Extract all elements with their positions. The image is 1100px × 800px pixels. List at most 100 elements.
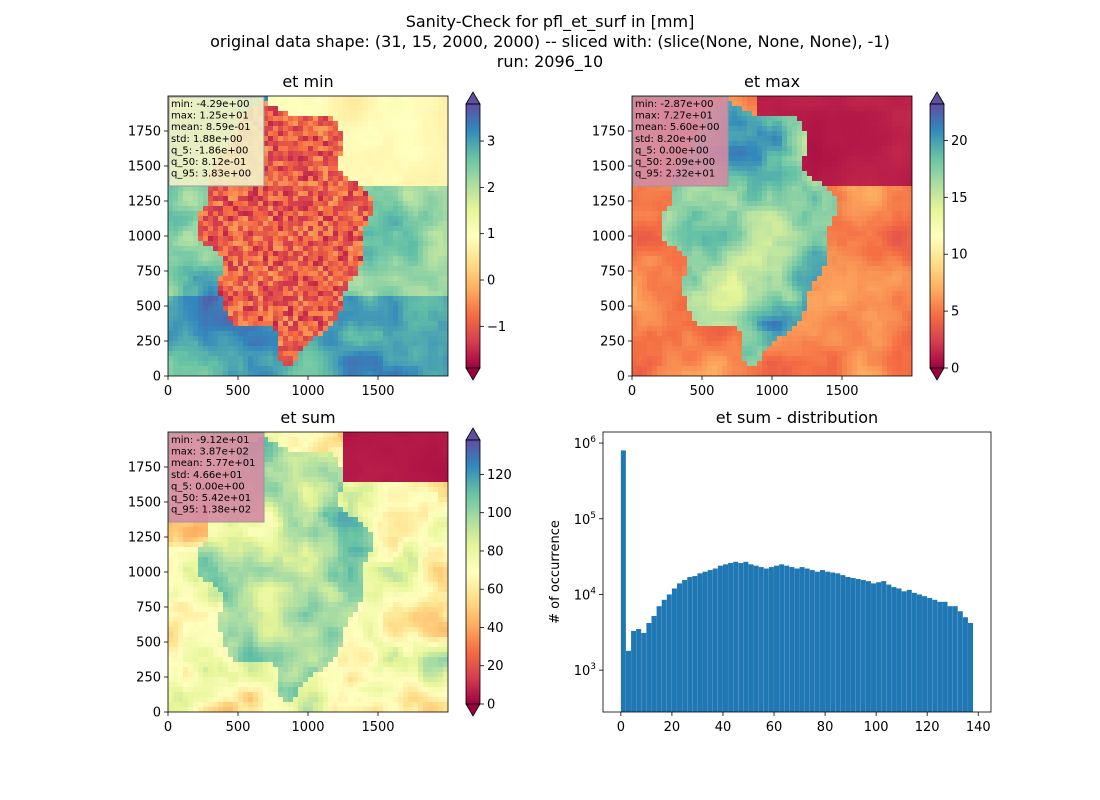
- colorbar-tick-label-1-1: 0: [487, 274, 495, 289]
- y-tick-label-1-5: 1250: [128, 195, 161, 210]
- y-tick-label-3-0: 0: [153, 706, 161, 721]
- histogram-bar-7: [656, 606, 662, 712]
- colorbar-bottom-arrow-2: [929, 367, 945, 381]
- histogram-bar-2: [631, 630, 637, 712]
- stats-line-2-1: max: 7.27e+01: [635, 111, 713, 122]
- stats-box-3: [168, 432, 265, 523]
- y-tick-label-3-5: 1250: [128, 531, 161, 546]
- histogram-bar-47: [860, 580, 866, 712]
- panel-title-2: et max: [744, 72, 800, 91]
- histogram-bar-21: [728, 563, 734, 712]
- colorbar-3: [466, 440, 480, 704]
- histogram-bar-35: [799, 567, 805, 712]
- histogram-bar-55: [901, 591, 907, 712]
- stats-line-2-6: q_95: 2.32e+01: [635, 169, 715, 180]
- histogram-bar-17: [707, 570, 713, 712]
- histogram-bar-24: [743, 561, 749, 712]
- histogram-bar-56: [906, 589, 912, 712]
- histogram-bar-23: [738, 563, 744, 712]
- stats-line-2-2: mean: 5.60e+00: [635, 122, 719, 133]
- y-tick-label-3-3: 750: [136, 601, 161, 616]
- histogram-bar-65: [952, 606, 958, 712]
- colorbar-tick-label-3-0: 0: [487, 698, 495, 713]
- histogram-bar-27: [758, 567, 764, 712]
- histogram-bar-58: [916, 594, 922, 712]
- colorbar-tick-label-1-4: 3: [487, 135, 495, 150]
- colorbar-top-arrow-3: [465, 427, 481, 441]
- x-tick-label-2-3: 1500: [825, 384, 858, 399]
- colorbar-tick-label-1-2: 1: [487, 227, 495, 242]
- histogram-bar-51: [881, 581, 887, 712]
- colorbar-2: [930, 104, 944, 368]
- histogram-bar-28: [763, 568, 769, 712]
- stats-line-3-6: q_95: 1.38e+02: [171, 505, 251, 516]
- colorbar-top-arrow-2: [929, 91, 945, 105]
- x-tick-label-1-0: 0: [164, 384, 172, 399]
- histogram-bar-10: [671, 588, 677, 712]
- histogram-bar-59: [922, 596, 928, 712]
- stats-line-3-2: mean: 5.77e+01: [171, 458, 255, 469]
- x-tick-label-2-2: 1000: [755, 384, 788, 399]
- heatmap-image-2: [632, 96, 912, 376]
- histogram-bar-42: [835, 573, 841, 712]
- histogram-bar-20: [722, 564, 728, 712]
- colorbar-frame-3: [465, 439, 481, 705]
- histogram-bar-32: [784, 565, 790, 712]
- colorbar-tick-label-2-3: 15: [951, 191, 968, 206]
- hist-y-tick-label-2: 105: [574, 511, 596, 528]
- y-tick-label-2-2: 500: [600, 300, 625, 315]
- stats-line-3-5: q_50: 5.42e+01: [171, 493, 251, 504]
- x-tick-label-2-0: 0: [628, 384, 636, 399]
- histogram-bar-53: [891, 587, 897, 712]
- y-tick-label-1-3: 750: [136, 265, 161, 280]
- histogram-bar-44: [845, 577, 851, 712]
- histogram-bar-6: [651, 615, 657, 712]
- title-line-3: run: 2096_10: [496, 52, 604, 71]
- heatmap-image-3: [168, 432, 448, 712]
- y-tick-label-1-1: 250: [136, 335, 161, 350]
- histogram-bar-63: [942, 601, 948, 712]
- histogram-bar-9: [666, 594, 672, 712]
- hist-y-tick-label-1: 104: [574, 586, 597, 603]
- histogram-bar-15: [697, 573, 703, 712]
- histogram-bar-5: [646, 622, 652, 712]
- y-tick-label-2-4: 1000: [592, 230, 625, 245]
- histogram-bar-16: [702, 571, 708, 712]
- histogram-bar-39: [819, 570, 825, 712]
- colorbar-tick-label-3-2: 40: [487, 621, 504, 636]
- y-tick-label-3-6: 1500: [128, 496, 161, 511]
- stats-line-3-4: q_5: 0.00e+00: [171, 481, 245, 492]
- y-tick-label-2-6: 1500: [592, 160, 625, 175]
- stats-line-1-6: q_95: 3.83e+00: [171, 169, 251, 180]
- y-tick-label-2-1: 250: [600, 335, 625, 350]
- histogram-bar-40: [825, 571, 831, 712]
- colorbar-tick-label-3-4: 80: [487, 544, 504, 559]
- histogram-bar-34: [794, 568, 800, 712]
- y-tick-label-3-2: 500: [136, 636, 161, 651]
- histogram-bar-29: [768, 567, 774, 712]
- y-tick-label-2-7: 1750: [592, 125, 625, 140]
- stats-line-1-0: min: -4.29e+00: [171, 99, 250, 110]
- stats-line-1-5: q_50: 8.12e-01: [171, 157, 246, 168]
- histogram-bar-57: [911, 592, 917, 712]
- histogram-bar-13: [687, 577, 693, 712]
- colorbar-tick-label-3-3: 60: [487, 583, 504, 598]
- histogram-bar-41: [830, 572, 836, 712]
- colorbar-tick-label-2-2: 10: [951, 248, 968, 263]
- stats-box-2: [632, 96, 729, 187]
- panel-title-1: et min: [282, 72, 333, 91]
- hist-x-tick-label-0: 0: [617, 720, 625, 735]
- histogram-bar-33: [789, 567, 795, 712]
- x-tick-label-3-1: 500: [226, 720, 251, 735]
- y-tick-label-3-1: 250: [136, 671, 161, 686]
- histogram-bar-68: [968, 622, 974, 712]
- y-tick-label-1-6: 1500: [128, 160, 161, 175]
- x-tick-label-1-2: 1000: [291, 384, 324, 399]
- histogram-bar-37: [809, 570, 815, 712]
- histogram-bar-14: [692, 576, 698, 712]
- histogram-bar-54: [896, 588, 902, 712]
- histogram-bar-26: [753, 565, 759, 712]
- colorbar-tick-label-2-1: 5: [951, 305, 959, 320]
- colorbar-bottom-arrow-3: [465, 703, 481, 717]
